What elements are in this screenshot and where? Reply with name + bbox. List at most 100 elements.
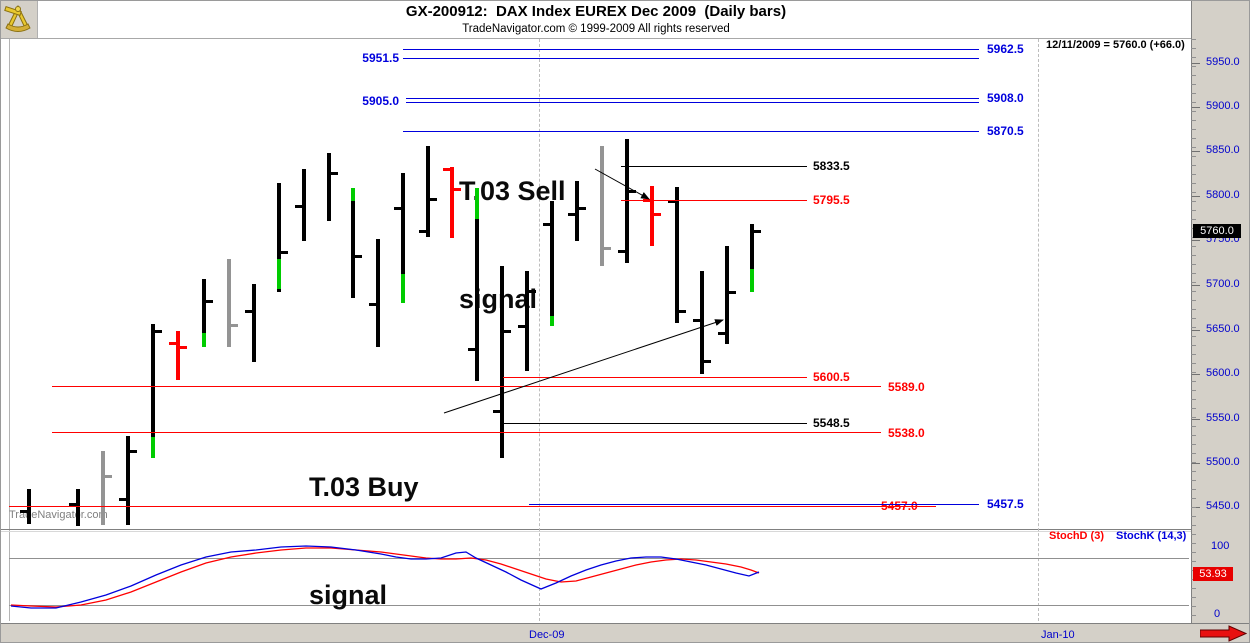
price-level-label: 5548.5 <box>813 416 850 430</box>
price-axis-tick <box>1192 196 1200 197</box>
open-tick <box>518 325 525 329</box>
price-level-label: 5538.0 <box>888 426 925 440</box>
close-tick <box>281 250 288 254</box>
price-bar <box>550 201 554 327</box>
price-level-label: 5962.5 <box>987 42 1024 56</box>
sell-signal-annotation[interactable]: T.03 Sell signal <box>459 101 566 389</box>
sextant-icon <box>4 4 31 32</box>
price-bar <box>475 187 479 382</box>
open-tick <box>69 503 76 507</box>
price-bar-close-segment <box>750 268 754 292</box>
price-axis-label: 5800.0 <box>1206 189 1240 201</box>
price-axis-tick <box>1192 463 1200 464</box>
open-tick <box>468 348 475 352</box>
price-bar-close-segment <box>550 315 554 327</box>
price-bar <box>101 451 105 526</box>
price-level-label: 5951.5 <box>362 51 399 65</box>
price-bar <box>277 182 281 292</box>
last-price-badge: 5760.0 <box>1193 224 1241 238</box>
price-axis-label: 5650.0 <box>1206 323 1240 335</box>
price-level-label: 5589.0 <box>888 380 925 394</box>
price-level-label: 5600.5 <box>813 370 850 384</box>
price-bar-close-segment <box>202 333 206 347</box>
close-tick <box>430 198 437 202</box>
open-tick <box>443 168 450 172</box>
open-tick <box>20 510 27 514</box>
close-tick <box>679 310 686 314</box>
stoch-scale-bottom: 0 <box>1214 608 1221 620</box>
buy-signal-line2: signal <box>309 580 388 610</box>
price-axis-tick <box>1192 240 1200 241</box>
price-bar-close-segment <box>401 273 405 304</box>
price-level-line-5538[interactable] <box>52 432 881 433</box>
stoch-value-badge: 53.93 <box>1193 567 1233 581</box>
close-tick <box>654 212 661 216</box>
price-axis-label: 5900.0 <box>1206 100 1240 112</box>
price-level-line-5905[interactable] <box>406 102 979 103</box>
price-level-label: 5795.5 <box>813 193 850 207</box>
close-tick <box>180 346 187 350</box>
open-tick <box>568 212 575 216</box>
price-bar-close-segment <box>351 187 355 202</box>
price-level-line-5908[interactable] <box>406 98 979 99</box>
open-tick <box>419 230 426 234</box>
price-level-line-5833.5[interactable] <box>621 166 807 167</box>
stoch-legend-item[interactable]: StochK (14,3) <box>1116 530 1187 542</box>
price-bar <box>202 279 206 347</box>
panel-splitter[interactable] <box>1 529 1191 530</box>
price-bar <box>575 180 579 242</box>
price-level-line-5870.5[interactable] <box>403 131 979 132</box>
close-tick <box>754 230 761 234</box>
time-axis-label: Dec-09 <box>529 629 565 641</box>
plot-left-edge <box>9 39 10 621</box>
chart-subtitle: TradeNavigator.com © 1999-2009 All right… <box>462 23 730 35</box>
price-bar <box>600 146 604 266</box>
open-tick <box>618 249 625 253</box>
price-level-label: 5833.5 <box>813 159 850 173</box>
price-bar <box>327 153 331 221</box>
open-tick <box>245 310 252 314</box>
price-level-label: 5457.5 <box>987 497 1024 511</box>
price-level-line-5962.5[interactable] <box>403 49 979 50</box>
sell-signal-line1: T.03 Sell <box>459 176 566 206</box>
price-axis-tick <box>1192 330 1200 331</box>
price-bar <box>650 186 654 247</box>
price-level-line-5457[interactable] <box>9 506 936 507</box>
time-axis[interactable]: Dec-09 Jan-10 <box>1 623 1249 642</box>
price-bar <box>500 265 504 459</box>
buy-signal-line1: T.03 Buy <box>309 472 419 502</box>
price-level-label: 5908.0 <box>987 91 1024 105</box>
price-level-line-5795.5[interactable] <box>621 200 807 201</box>
open-tick <box>119 497 126 501</box>
price-bar <box>176 330 180 381</box>
panel-splitter-highlight <box>1 531 1191 532</box>
price-bar <box>750 224 754 292</box>
price-level-line-5457.5[interactable] <box>529 504 979 505</box>
close-tick <box>454 187 461 191</box>
scroll-right-button[interactable] <box>1199 625 1248 642</box>
stoch-gridline <box>9 605 1189 606</box>
price-bar <box>426 146 430 237</box>
price-level-line-5589[interactable] <box>52 386 881 387</box>
open-tick <box>668 200 675 204</box>
price-level-line-5951.5[interactable] <box>403 58 979 59</box>
close-tick <box>704 359 711 363</box>
price-axis-label: 5950.0 <box>1206 56 1240 68</box>
stoch-legend-item[interactable]: StochD (3) <box>1049 530 1104 542</box>
close-tick <box>355 255 362 259</box>
price-bar <box>376 239 380 347</box>
price-level-line-5548.5[interactable] <box>503 423 807 424</box>
month-separator <box>1038 39 1039 621</box>
price-bar <box>351 187 355 298</box>
buy-signal-annotation[interactable]: T.03 Buy signal <box>309 397 419 642</box>
price-axis-tick <box>1192 285 1200 286</box>
price-axis-tick <box>1192 151 1200 152</box>
price-level-line-5600.5[interactable] <box>503 377 807 378</box>
price-bar <box>302 169 306 242</box>
price-axis-tick <box>1192 419 1200 420</box>
open-tick <box>718 332 725 336</box>
price-axis-label: 5850.0 <box>1206 144 1240 156</box>
close-tick <box>155 329 162 333</box>
price-bar <box>151 324 155 459</box>
